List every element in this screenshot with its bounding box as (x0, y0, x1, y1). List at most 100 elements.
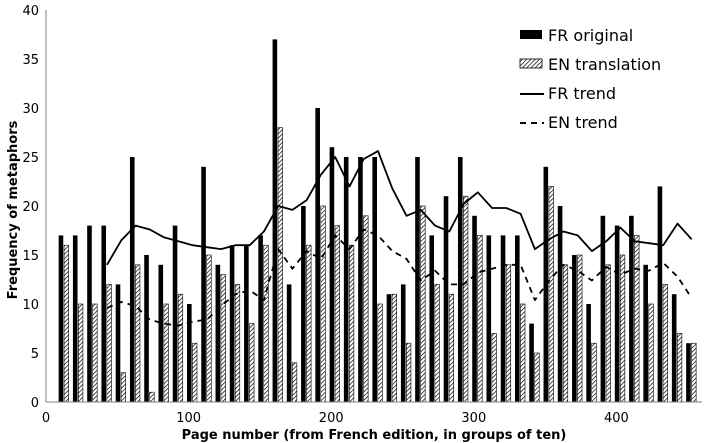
bar-en-translation (377, 303, 383, 403)
bar-fr-original (272, 39, 278, 403)
bar-en-translation (406, 342, 412, 403)
bar-fr-original (172, 225, 178, 402)
bar-fr-original (400, 284, 406, 402)
line-en-trend (106, 228, 693, 327)
x-tick-label: 100 (176, 411, 201, 426)
y-tick-label: 30 (22, 102, 39, 117)
bar-fr-original (386, 294, 392, 402)
bar-fr-original (286, 284, 292, 402)
bar-en-translation (306, 244, 312, 403)
bar-en-translation (520, 303, 526, 403)
bar-fr-original (229, 245, 235, 402)
bar-fr-original (486, 235, 492, 402)
bar-fr-original (129, 157, 135, 402)
bar-fr-original (158, 264, 164, 402)
y-tick-labels: 0 5 10 15 20 25 30 35 40 (22, 4, 39, 411)
bar-en-translation (448, 293, 455, 403)
bar-fr-original (643, 264, 648, 402)
bar-en-translation (676, 333, 683, 403)
bar-en-translation (348, 244, 355, 403)
bar-en-translation (619, 254, 626, 403)
bar-en-translation (420, 205, 426, 403)
bar-en-translation (434, 284, 440, 403)
y-tick-label: 25 (22, 151, 39, 166)
x-tick-label: 300 (461, 411, 486, 426)
legend: FR original EN translation FR trend EN t… (519, 26, 661, 132)
axes (45, 10, 702, 403)
legend-label-en-translation: EN translation (548, 55, 661, 74)
bar-fr-original (201, 166, 206, 402)
bar-en-translation (334, 225, 340, 403)
bar-fr-original (115, 284, 121, 402)
bar-en-translation (320, 205, 326, 403)
bar-en-translation (92, 303, 98, 403)
bar-fr-original (614, 225, 620, 402)
bar-en-translation (505, 264, 512, 403)
bar-fr-original (144, 255, 149, 402)
bar-fr-original (686, 343, 691, 402)
bar-en-translation (277, 127, 283, 403)
bar-fr-original (258, 235, 263, 402)
line-fr-trend (106, 150, 693, 266)
bar-en-translation (234, 284, 241, 403)
bar-fr-original (500, 235, 506, 402)
bar-fr-original (415, 157, 420, 402)
legend-swatch-fr-original (520, 30, 542, 39)
x-tick-label: 400 (604, 411, 629, 426)
bar-fr-original (72, 235, 78, 402)
bars-layer (58, 39, 697, 403)
legend-swatch-en-translation (519, 58, 543, 69)
bar-fr-original (315, 108, 320, 402)
bar-en-translation (192, 342, 198, 403)
bar-en-translation (662, 284, 668, 403)
bar-fr-original (301, 206, 306, 402)
bar-en-translation (363, 215, 369, 403)
bar-fr-original (671, 294, 677, 402)
bar-fr-original (457, 157, 463, 402)
bar-fr-original (443, 196, 449, 402)
bar-en-translation (591, 342, 597, 403)
bar-fr-original (586, 304, 591, 402)
bar-fr-original (572, 255, 577, 402)
bar-en-translation (263, 244, 269, 403)
bar-en-translation (562, 264, 569, 403)
bar-en-translation (391, 293, 397, 403)
bar-en-translation (634, 235, 640, 403)
trend-lines-layer (106, 150, 693, 327)
bar-en-translation (135, 264, 141, 403)
legend-item-en-trend: EN trend (520, 113, 618, 132)
bar-en-translation (491, 333, 497, 403)
legend-label-fr-trend: FR trend (548, 84, 616, 103)
y-tick-label: 0 (31, 396, 39, 411)
y-tick-label: 40 (22, 4, 39, 19)
bar-en-translation (106, 284, 112, 403)
bar-fr-original (515, 235, 520, 402)
bar-en-translation (691, 342, 697, 403)
bar-fr-original (215, 264, 221, 402)
bar-fr-original (187, 304, 192, 402)
bar-en-translation (291, 362, 298, 403)
x-tick-labels: 0 100 200 300 400 (42, 411, 629, 426)
bar-en-translation (63, 244, 69, 403)
x-tick-label: 0 (42, 411, 50, 426)
bar-fr-original (329, 147, 335, 402)
bar-fr-original (557, 206, 563, 402)
x-axis-title: Page number (from French edition, in gro… (182, 428, 567, 443)
bar-fr-original (358, 157, 363, 402)
bar-fr-original (657, 186, 663, 402)
legend-item-en-translation: EN translation (519, 55, 661, 74)
bar-fr-original (58, 235, 64, 402)
bar-fr-original (244, 245, 249, 402)
bar-fr-original (429, 235, 435, 402)
bar-en-translation (149, 391, 155, 403)
bar-fr-original (529, 323, 534, 402)
bar-en-translation (577, 254, 583, 403)
x-tick-label: 200 (319, 411, 344, 426)
bar-fr-original (101, 225, 107, 402)
bar-en-translation (177, 293, 184, 403)
legend-label-fr-original: FR original (548, 26, 633, 45)
y-tick-label: 10 (22, 298, 39, 313)
y-tick-label: 5 (31, 347, 39, 362)
legend-label-en-trend: EN trend (548, 113, 618, 132)
bar-en-translation (220, 274, 226, 403)
